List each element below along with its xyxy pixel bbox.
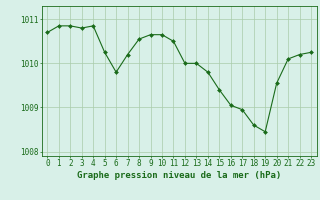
X-axis label: Graphe pression niveau de la mer (hPa): Graphe pression niveau de la mer (hPa): [77, 171, 281, 180]
